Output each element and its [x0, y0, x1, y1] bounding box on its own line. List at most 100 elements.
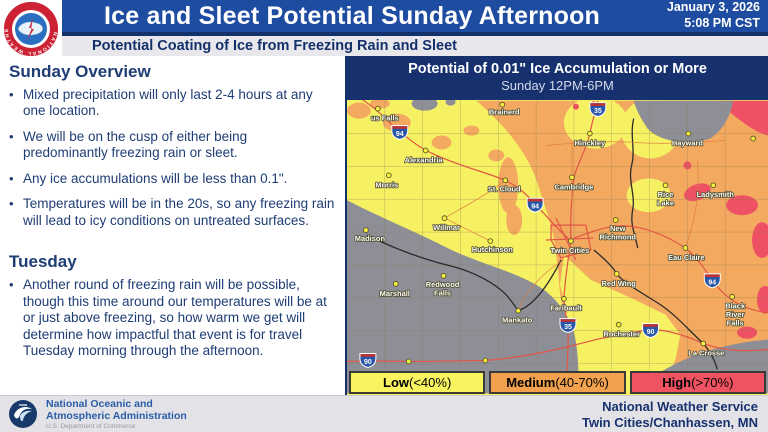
legend-low-range: (<40%) — [409, 375, 452, 390]
bullet-item: • Another round of freezing rain will be … — [9, 277, 335, 359]
noaa-attribution: National Oceanic and Atmospheric Adminis… — [46, 398, 187, 431]
bullet-item: • We will be on the cusp of either being … — [9, 129, 335, 162]
issue-time: 5:08 PM CST — [684, 16, 760, 30]
legend-medium: Medium (40-70%) — [489, 371, 626, 394]
city-dot — [685, 130, 692, 137]
svg-text:94: 94 — [396, 131, 404, 138]
legend-high-range: (>70%) — [691, 375, 734, 390]
nws-office: National Weather Service Twin Cities/Cha… — [582, 399, 758, 430]
legend-low: Low (<40%) — [349, 371, 486, 394]
legend-high-label: High — [662, 375, 692, 390]
city-dot — [422, 147, 429, 154]
city-label: Faribault — [550, 304, 582, 313]
bullet-icon: • — [9, 277, 14, 293]
city-label: Rochester — [603, 330, 640, 339]
noaa-dept: U.S. Department of Commerce — [46, 422, 136, 430]
svg-text:94: 94 — [708, 279, 716, 286]
city-label: La Crosse — [688, 348, 724, 357]
map-subtitle: Sunday 12PM-6PM — [501, 78, 614, 93]
city-dot — [615, 321, 622, 328]
map-title-bar: Potential of 0.01" Ice Accumulation or M… — [347, 56, 768, 100]
subtitle-bar: Potential Coating of Ice from Freezing R… — [0, 36, 768, 56]
city-dot — [392, 280, 399, 287]
legend-medium-range: (40-70%) — [555, 375, 609, 390]
header: Ice and Sleet Potential Sunday Afternoon… — [0, 0, 768, 57]
nws-office-line2: Twin Cities/Chanhassen, MN — [581, 414, 758, 430]
city-label: New Richmond — [599, 224, 636, 241]
city-label: Alexandria — [405, 155, 444, 164]
city-dot — [710, 182, 717, 189]
city-label: Madison — [355, 234, 386, 243]
svg-text:noaa: noaa — [19, 403, 27, 407]
bullet-icon: • — [9, 128, 14, 144]
legend-low-label: Low — [383, 375, 410, 390]
city-label: Hinckley — [575, 138, 607, 147]
discussion-panel: Sunday Overview • Mixed precipitation wil… — [0, 56, 345, 395]
city-label: Morris — [375, 180, 398, 189]
city-dot — [561, 295, 567, 302]
city-dot — [440, 273, 447, 279]
footer: noaa National Oceanic and Atmospheric Ad… — [0, 395, 768, 432]
city-dot — [662, 182, 669, 189]
noaa-line1: National Oceanic and — [46, 397, 153, 410]
map-title: Potential of 0.01" Ice Accumulation or M… — [408, 61, 707, 77]
bullet-item: • Mixed precipitation will only last 2-4 … — [9, 87, 335, 120]
subtitle: Potential Coating of Ice from Freezing R… — [92, 38, 457, 54]
city-label: Brainerd — [489, 108, 520, 117]
city-dot — [499, 101, 506, 108]
bullet-text: Any ice accumulations will be less than … — [23, 170, 288, 186]
bullet-text: Mixed precipitation will only last 2-4 h… — [23, 87, 313, 119]
city-dot — [569, 174, 575, 181]
bullet-icon: • — [9, 87, 14, 102]
legend-high: High (>70%) — [629, 371, 766, 394]
svg-text:90: 90 — [364, 359, 372, 366]
city-dot — [375, 105, 381, 112]
svg-text:35: 35 — [594, 108, 602, 115]
legend-medium-label: Medium — [506, 375, 556, 390]
city-dot — [682, 245, 689, 251]
interstate-35-shield-icon: 35 — [589, 102, 607, 118]
issue-datetime: January 3, 2026 5:08 PM CST — [640, 0, 768, 31]
city-label: Black River Falls — [725, 302, 746, 328]
page-title: Ice and Sleet Potential Sunday Afternoon — [103, 1, 601, 30]
city-label: Ladysmith — [697, 190, 735, 199]
city-label: Cambridge — [554, 182, 593, 191]
city-dot — [700, 340, 707, 347]
city-label: Hayward — [672, 138, 704, 147]
city-label: Willmar — [433, 223, 460, 232]
header-divider — [0, 32, 768, 36]
sunday-bullet-list: • Mixed precipitation will only last 2-4 … — [9, 87, 335, 229]
city-dot — [587, 130, 593, 137]
tuesday-heading: Tuesday — [9, 252, 77, 272]
svg-text:90: 90 — [647, 329, 655, 336]
noaa-logo-icon: noaa — [9, 400, 37, 428]
city-dot — [568, 238, 574, 244]
nws-office-line1: National Weather Service — [602, 399, 758, 414]
interstate-35-shield-icon: 35 — [559, 318, 577, 334]
city-label: Redwood Falls — [426, 280, 460, 297]
city-label: Twin Cities — [551, 246, 590, 255]
bullet-text: Another round of freezing rain will be p… — [23, 277, 327, 359]
city-dot — [487, 238, 494, 244]
bullet-item: • Any ice accumulations will be less than… — [9, 171, 335, 187]
svg-text:35: 35 — [564, 324, 572, 331]
interstate-90-shield-icon: 90 — [642, 323, 660, 339]
city-dot — [385, 172, 392, 179]
bullet-icon: • — [9, 170, 14, 186]
city-dot — [612, 217, 619, 223]
city-label: St. Cloud — [488, 184, 521, 193]
nws-logo-icon: NATIONAL WEATHER SERVICE — [3, 1, 59, 57]
noaa-line2: Atmospheric Administration — [46, 409, 187, 422]
city-label: us Falls — [371, 114, 399, 123]
bullet-icon: • — [9, 196, 14, 212]
legend: Low (<40%) Medium (40-70%) High (>70%) — [347, 371, 768, 394]
ice-probability-map: us Falls Brainerd Alexandria Morris St. Clou… — [347, 100, 768, 394]
title-bar: Ice and Sleet Potential Sunday Afternoon… — [0, 0, 768, 32]
issue-date: January 3, 2026 — [666, 0, 760, 15]
bullet-text: Temperatures will be in the 20s, so any … — [23, 196, 335, 228]
city-dot — [515, 307, 522, 314]
city-dot — [613, 271, 620, 277]
svg-text:94: 94 — [531, 204, 539, 211]
city-label: Red Wing — [602, 279, 637, 288]
